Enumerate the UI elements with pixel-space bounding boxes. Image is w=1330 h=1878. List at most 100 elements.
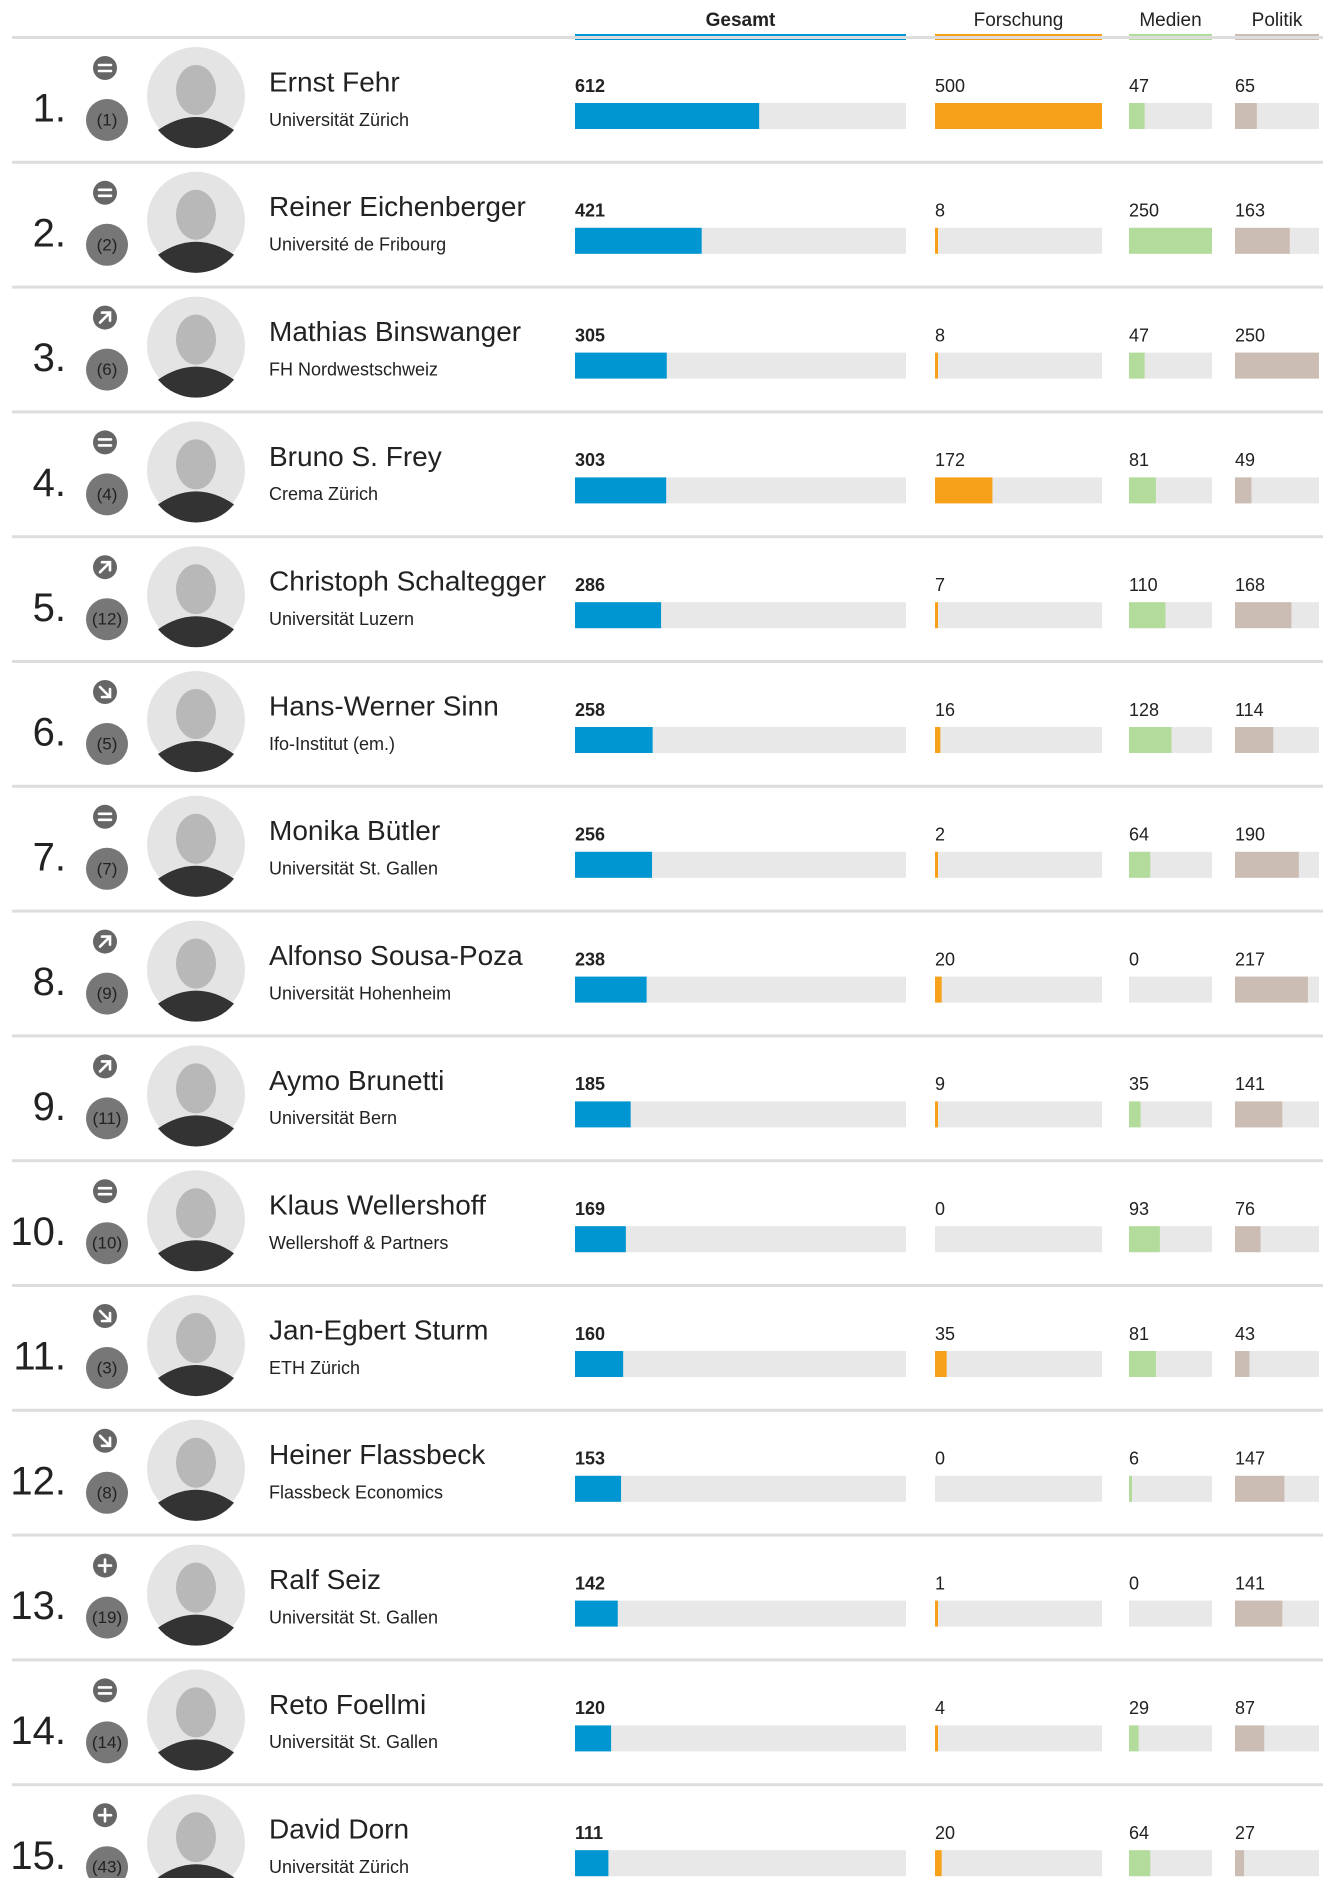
header-separator [12,36,1323,39]
value-label: 142 [575,1573,605,1593]
value-label: 29 [1129,1698,1149,1718]
value-label: 64 [1129,825,1149,845]
bar [575,1725,611,1751]
previous-rank: (11) [93,1109,122,1128]
rank: 13. [10,1584,66,1628]
value-label: 16 [935,700,955,720]
trend-icon [93,1678,117,1702]
person-name: Alfonso Sousa-Poza [269,940,523,971]
value-label: 8 [935,325,945,345]
person-name: Reto Foellmi [269,1689,426,1720]
bar [935,852,938,878]
ranking-row: 6.(5)Hans-Werner SinnIfo-Institut (em.)2… [12,671,1323,788]
ranking-row: 3.(6)Mathias BinswangerFH Nordwestschwei… [12,297,1323,414]
bar [935,1351,947,1377]
rank: 2. [33,211,66,255]
bar [1129,1226,1160,1252]
row-separator [12,660,1323,663]
value-label: 169 [575,1199,605,1219]
row-separator [12,535,1323,538]
value-label: 47 [1129,325,1149,345]
value-label: 49 [1235,450,1255,470]
value-label: 43 [1235,1324,1255,1344]
bar [935,1601,938,1627]
bar-track [935,353,1102,379]
previous-rank: (1) [97,110,118,129]
institution: Flassbeck Economics [269,1483,443,1503]
bar-track [1235,1850,1319,1876]
person-name: Bruno S. Frey [269,441,442,472]
person-name: Christoph Schaltegger [269,566,546,597]
rank: 1. [33,87,66,131]
previous-rank: (12) [92,610,122,629]
bar [575,1226,626,1252]
value-label: 141 [1235,1074,1265,1094]
bar-track [935,1476,1102,1502]
value-label: 81 [1129,450,1149,470]
institution: Wellershoff & Partners [269,1233,448,1253]
person-name: Hans-Werner Sinn [269,690,499,721]
bar [935,103,1102,129]
bar [1129,1101,1141,1127]
bar-track [935,727,1102,753]
bar [935,1101,938,1127]
photo-head [176,1812,216,1862]
bar-track [575,1476,906,1502]
photo-head [176,1438,216,1488]
value-label: 250 [1235,325,1265,345]
row-separator [12,1284,1323,1287]
photo-head [176,814,216,864]
bar [575,353,667,379]
photo-head [176,439,216,489]
rank: 10. [10,1210,66,1254]
previous-rank: (14) [92,1733,122,1752]
value-label: 421 [575,201,605,221]
previous-rank: (6) [97,360,118,379]
row-separator [12,410,1323,413]
bar [935,727,940,753]
value-label: 1 [935,1573,945,1593]
previous-rank: (2) [97,235,118,254]
value-label: 110 [1129,575,1158,595]
person-name: Mathias Binswanger [269,316,521,347]
trend-icon [93,1179,117,1203]
column-header: Politik [1252,10,1303,31]
institution: ETH Zürich [269,1358,360,1378]
bar-track [935,228,1102,254]
value-label: 303 [575,450,605,470]
bar [1235,1476,1284,1502]
row-separator [12,1783,1323,1786]
person-name: Heiner Flassbeck [269,1439,486,1470]
bar-track [1129,1601,1212,1627]
value-label: 9 [935,1074,945,1094]
bar [575,1351,623,1377]
rank: 5. [33,586,66,630]
bar-track [1129,1725,1212,1751]
rank: 3. [33,336,66,380]
bar-track [575,1601,906,1627]
value-label: 87 [1235,1698,1255,1718]
photo-head [176,65,216,115]
value-label: 64 [1129,1823,1149,1843]
value-label: 7 [935,575,945,595]
value-label: 286 [575,575,605,595]
value-label: 65 [1235,76,1255,96]
bar [1235,977,1308,1003]
photo-head [176,1063,216,1113]
person-name: Monika Bütler [269,815,440,846]
ranking-row: 10.(10)Klaus WellershoffWellershoff & Pa… [10,1170,1323,1287]
row-separator [12,1534,1323,1537]
value-label: 141 [1235,1573,1265,1593]
previous-rank: (4) [97,485,118,504]
bar [575,852,652,878]
ranking-row: 5.(12)Christoph SchalteggerUniversität L… [12,546,1323,663]
value-label: 76 [1235,1199,1255,1219]
value-label: 111 [575,1823,603,1843]
bar [1129,1351,1156,1377]
institution: Université de Fribourg [269,235,446,255]
previous-rank: (7) [97,859,118,878]
bar [1235,1725,1264,1751]
row-separator [12,1409,1323,1412]
value-label: 2 [935,825,945,845]
